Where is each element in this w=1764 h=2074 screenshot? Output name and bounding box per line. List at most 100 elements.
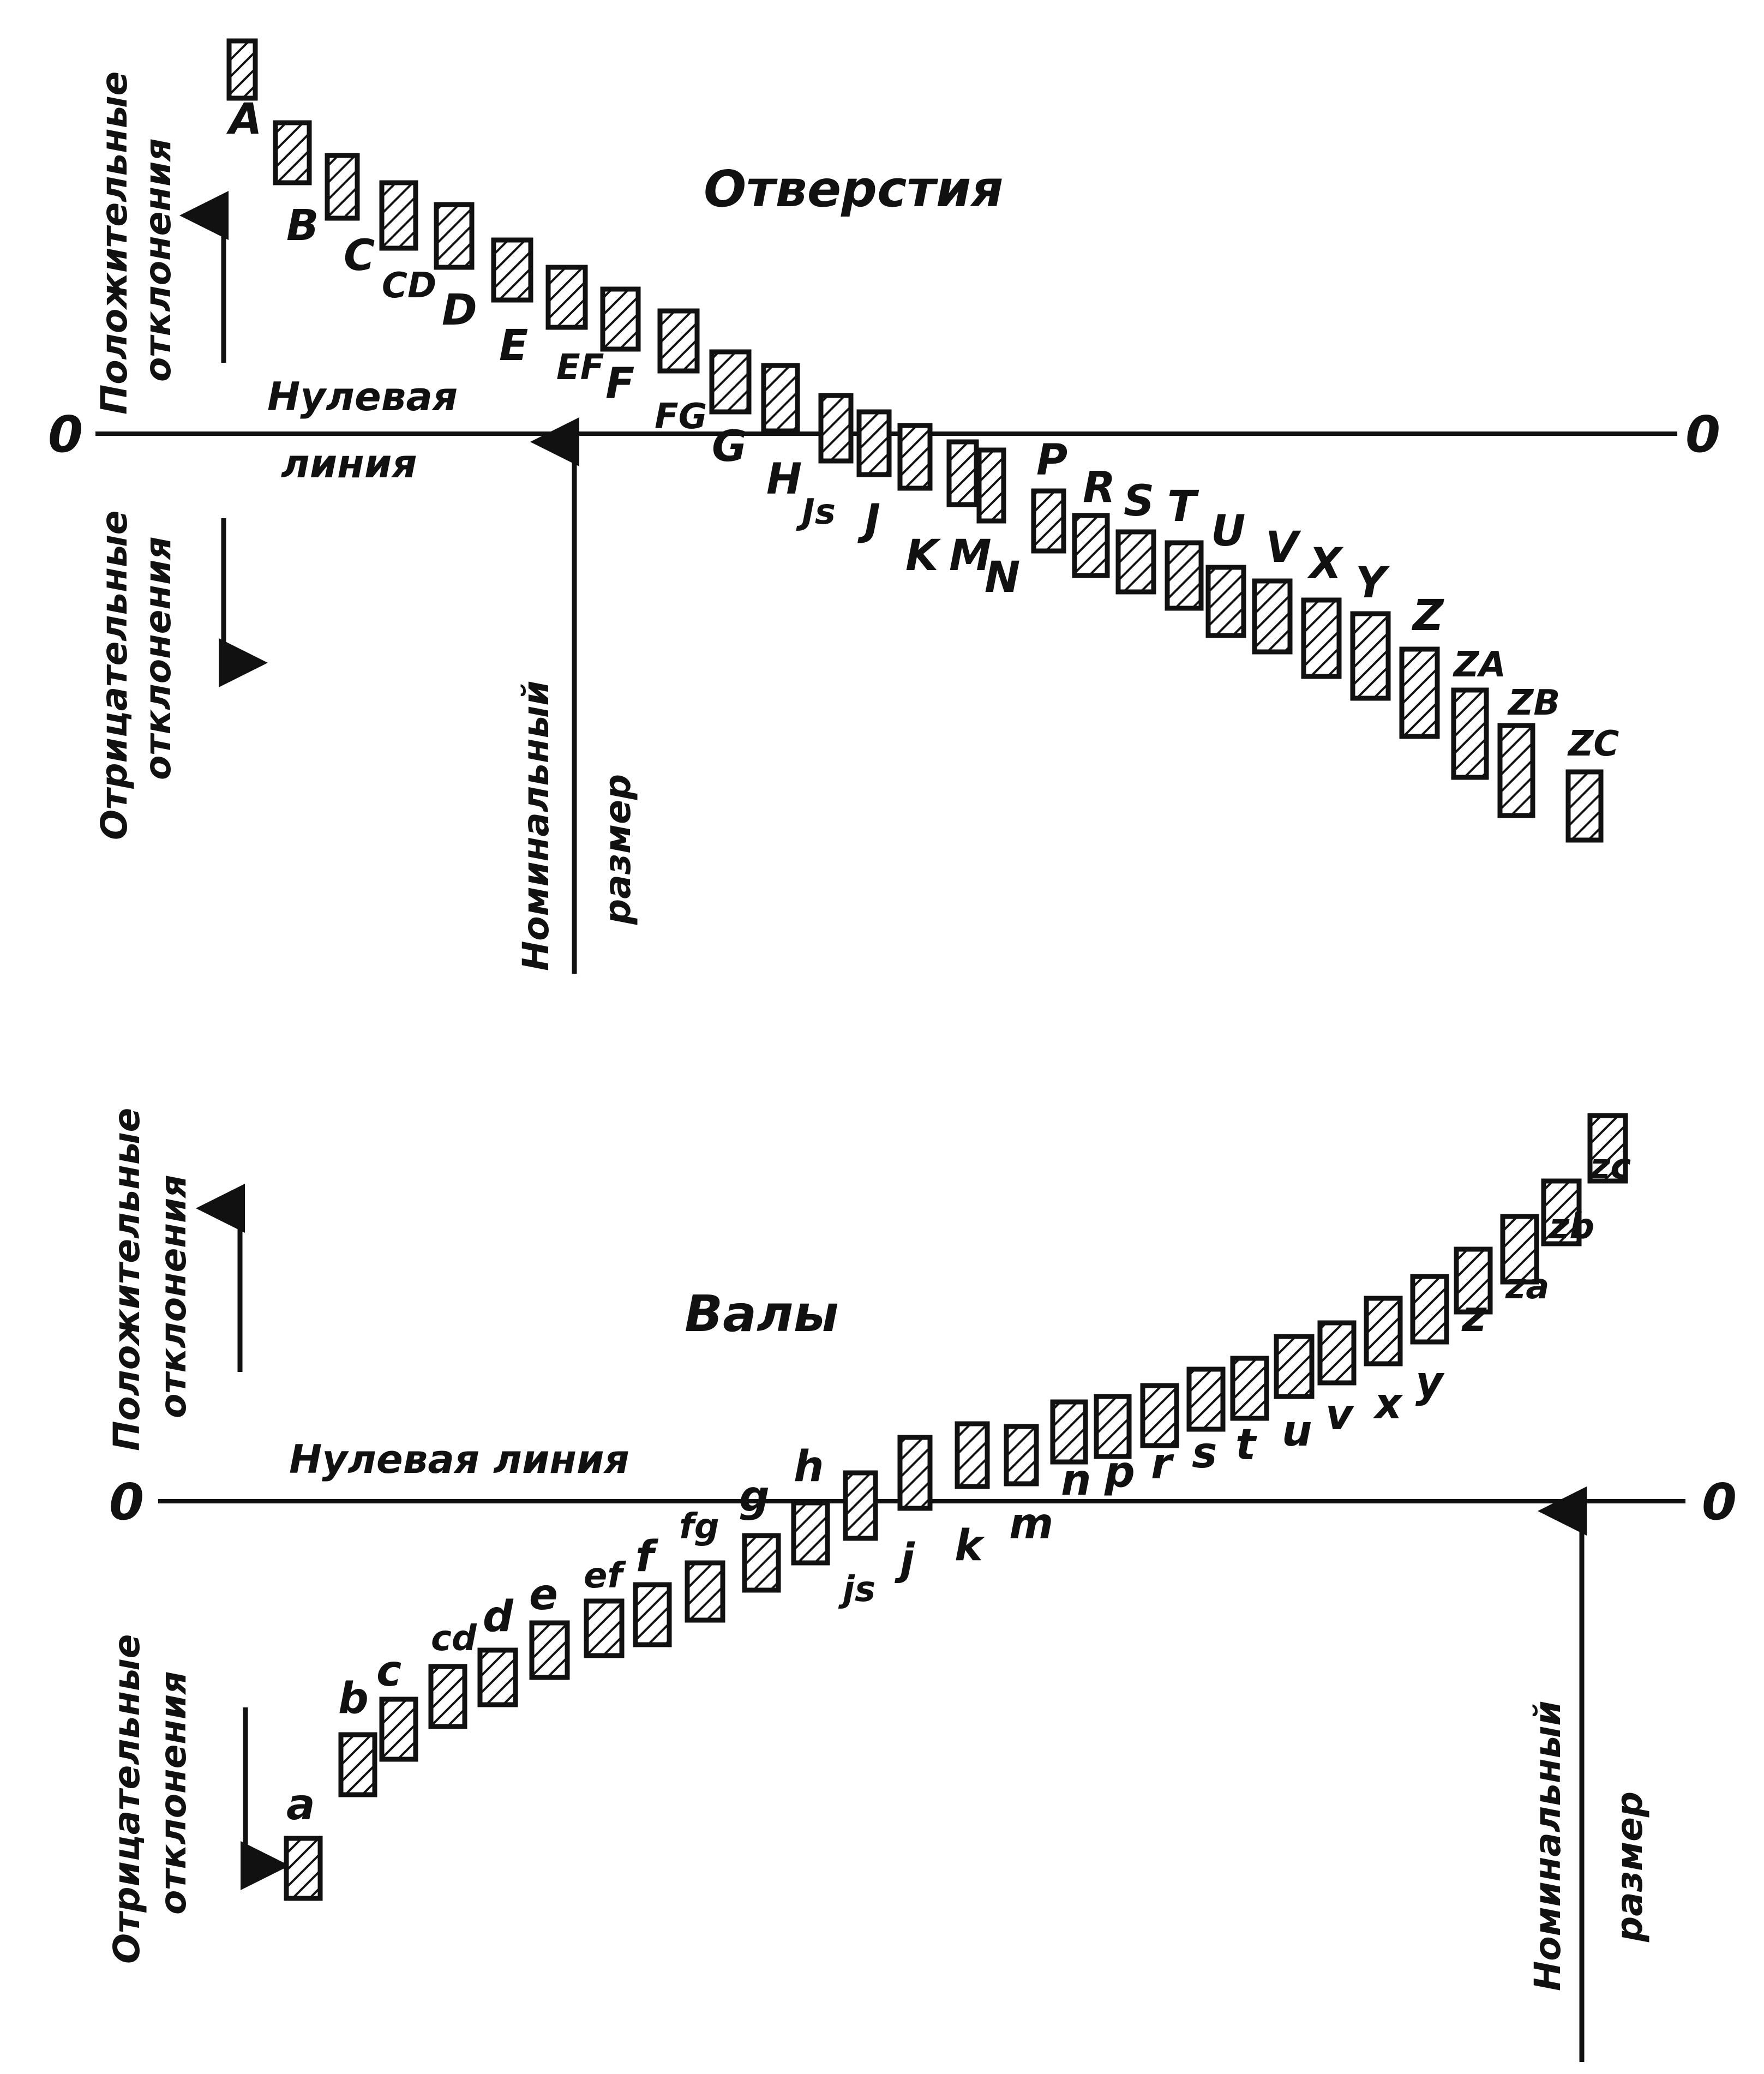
hole-field-box-J bbox=[856, 409, 892, 477]
shaft-field-label-cd: cd bbox=[431, 1619, 477, 1659]
shafts-negative-label-1: Отрицательные bbox=[106, 1634, 148, 1964]
shaft-field-box-h bbox=[791, 1500, 830, 1566]
shaft-field-box-s bbox=[1186, 1366, 1226, 1432]
hole-field-label-Y: Y bbox=[1355, 559, 1390, 608]
hole-field-box-S bbox=[1115, 529, 1156, 595]
shafts-diagram: 0 0 Валы Нулевая линия Положительные отк… bbox=[106, 1108, 1737, 2062]
shaft-field-label-v: v bbox=[1325, 1390, 1354, 1440]
hole-field-label-ZB: ZB bbox=[1507, 683, 1560, 723]
hole-field-box-Y bbox=[1350, 611, 1391, 701]
hole-field-label-B: B bbox=[286, 201, 319, 250]
shaft-field-box-zc bbox=[1587, 1113, 1628, 1184]
hole-field-label-E: E bbox=[499, 321, 528, 370]
shaft-field-label-f: f bbox=[635, 1532, 659, 1581]
shaft-field-label-fg: fg bbox=[679, 1507, 719, 1547]
shafts-zero-left: 0 bbox=[109, 1473, 144, 1531]
shaft-field-label-x: x bbox=[1372, 1380, 1403, 1429]
shafts-positive-label-2: отклонения bbox=[152, 1174, 194, 1418]
shaft-field-label-k: k bbox=[955, 1521, 985, 1571]
shafts-zero-right: 0 bbox=[1702, 1473, 1737, 1531]
shaft-field-label-js: js bbox=[838, 1569, 875, 1610]
hole-field-label-CD: CD bbox=[382, 266, 436, 306]
holes-zero-line-label-2: линия bbox=[281, 441, 417, 487]
shafts-nominal-label-2: размер bbox=[1609, 1791, 1651, 1943]
hole-field-label-ZA: ZA bbox=[1453, 645, 1506, 685]
shaft-field-label-za: za bbox=[1505, 1267, 1549, 1307]
holes-nominal-label-1: Номинальный bbox=[515, 680, 557, 971]
shaft-field-box-r bbox=[1140, 1383, 1179, 1448]
shaft-field-label-n: n bbox=[1061, 1456, 1091, 1505]
shaft-field-label-h: h bbox=[794, 1442, 824, 1491]
shaft-field-label-ef: ef bbox=[584, 1556, 626, 1596]
hole-field-box-R bbox=[1072, 513, 1110, 578]
holes-zero-line-label-1: Нулевая bbox=[267, 374, 458, 419]
hole-field-box-EF bbox=[545, 265, 588, 330]
shaft-field-box-k bbox=[955, 1421, 990, 1489]
hole-field-label-R: R bbox=[1083, 463, 1115, 512]
shaft-field-label-c: c bbox=[376, 1647, 401, 1696]
hole-field-box-V bbox=[1252, 578, 1293, 655]
shaft-field-box-t bbox=[1230, 1356, 1269, 1421]
hole-field-label-H: H bbox=[766, 455, 802, 504]
hole-field-box-K bbox=[897, 423, 933, 491]
hole-field-box-G bbox=[709, 349, 752, 415]
holes-title: Отверстия bbox=[704, 160, 1003, 218]
shaft-field-box-u bbox=[1274, 1334, 1315, 1399]
hole-field-box-Z bbox=[1399, 646, 1440, 739]
hole-field-box-E bbox=[491, 237, 533, 303]
hole-field-box-T bbox=[1165, 540, 1204, 611]
shafts-positive-label-1: Положительные bbox=[106, 1108, 148, 1451]
hole-field-label-Z: Z bbox=[1411, 591, 1444, 640]
shaft-field-box-c bbox=[379, 1697, 418, 1762]
hole-field-label-N: N bbox=[985, 553, 1020, 602]
holes-zero-left: 0 bbox=[48, 405, 83, 464]
shafts-zero-line-label: Нулевая линия bbox=[289, 1436, 629, 1482]
shaft-field-box-v bbox=[1317, 1320, 1357, 1386]
hole-field-box-N bbox=[976, 447, 1006, 524]
shaft-field-box-m bbox=[1004, 1424, 1039, 1486]
hole-field-box-F bbox=[600, 286, 641, 352]
shaft-field-box-j bbox=[897, 1435, 933, 1511]
shaft-field-label-s: s bbox=[1192, 1429, 1217, 1478]
shaft-field-label-zb: zb bbox=[1549, 1207, 1594, 1247]
shaft-field-box-fg bbox=[685, 1560, 725, 1623]
hole-field-box-X bbox=[1301, 597, 1342, 679]
hole-field-label-D: D bbox=[442, 286, 477, 335]
hole-field-label-J: J bbox=[857, 496, 880, 545]
shaft-field-box-n bbox=[1050, 1399, 1088, 1465]
hole-field-label-EF: EF bbox=[556, 347, 604, 388]
shaft-field-box-zb bbox=[1541, 1178, 1582, 1246]
hole-field-label-T: T bbox=[1167, 482, 1199, 531]
hole-field-box-FG bbox=[657, 308, 700, 374]
shaft-field-box-z bbox=[1454, 1246, 1493, 1315]
hole-field-label-A: A bbox=[226, 95, 262, 144]
shaft-field-box-p bbox=[1094, 1394, 1132, 1459]
hole-field-label-U: U bbox=[1211, 507, 1245, 556]
shaft-field-label-u: u bbox=[1282, 1407, 1312, 1456]
shaft-field-box-g bbox=[742, 1533, 781, 1593]
shaft-field-label-a: a bbox=[286, 1781, 315, 1830]
shafts-title: Валы bbox=[685, 1285, 839, 1343]
hole-field-label-Js: Js bbox=[796, 492, 836, 532]
hole-field-label-S: S bbox=[1124, 477, 1154, 526]
shaft-field-box-cd bbox=[428, 1664, 467, 1729]
shafts-nominal-label-1: Номинальный bbox=[1527, 1700, 1569, 1991]
holes-positive-label-1: Положительные bbox=[93, 71, 135, 415]
hole-field-label-X: X bbox=[1307, 540, 1344, 589]
hole-field-box-ZB bbox=[1497, 723, 1535, 818]
hole-field-box-M bbox=[946, 439, 979, 507]
hole-field-label-FG: FG bbox=[655, 397, 707, 437]
shaft-field-box-b bbox=[338, 1732, 377, 1797]
hole-field-box-ZA bbox=[1451, 687, 1489, 780]
shaft-field-box-e bbox=[529, 1620, 570, 1680]
holes-diagram: 0 0 Отверстия Нулевая линия Положительны… bbox=[48, 38, 1720, 974]
holes-negative-label-2: отклонения bbox=[137, 536, 179, 780]
hole-field-box-P bbox=[1031, 488, 1066, 554]
shaft-field-label-zc: zc bbox=[1589, 1147, 1631, 1187]
shaft-field-box-js bbox=[843, 1470, 878, 1541]
shaft-field-box-f bbox=[633, 1582, 672, 1647]
shaft-field-box-y bbox=[1410, 1274, 1449, 1345]
